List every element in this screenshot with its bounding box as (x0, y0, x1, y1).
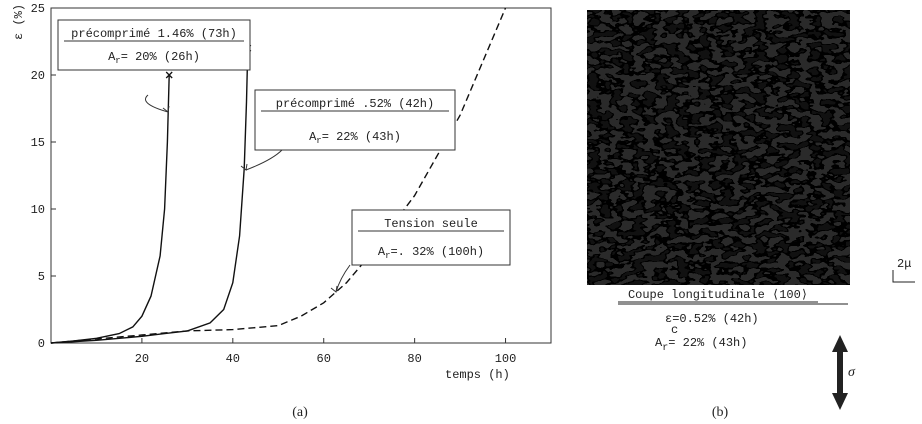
y-axis-label: ε (%) (12, 4, 26, 40)
subscript: r (385, 251, 390, 261)
x-tick-label: 40 (226, 352, 240, 366)
annotation-title: précomprimé .52% (42h) (276, 97, 434, 111)
text: = 20% (26h) (121, 50, 200, 64)
symbol: A (655, 336, 663, 350)
arrow-head (162, 105, 170, 113)
y-tick-label: 10 (31, 203, 45, 217)
annotation-title: Tension seule (384, 217, 478, 231)
symbol: A (108, 50, 116, 64)
series-line (50, 74, 170, 344)
annotation-box (254, 89, 456, 151)
annotation-box (57, 19, 251, 71)
symbol: A (309, 130, 317, 144)
symbol: A (378, 245, 386, 259)
annotation-value: Ar= 20% (26h) (108, 50, 200, 66)
micrograph-texture (587, 10, 850, 285)
y-tick-label: 5 (38, 270, 45, 284)
x-tick-label: 100 (495, 352, 517, 366)
text: =0.52% (42h) (672, 312, 758, 326)
x-tick-label: 60 (317, 352, 331, 366)
scale-bar (892, 270, 915, 283)
text: =. 32% (100h) (390, 245, 484, 259)
x-tick-label: 20 (135, 352, 149, 366)
y-tick-label: 20 (31, 69, 45, 83)
x-axis-label: temps (h) (445, 368, 510, 382)
area-label: Ar= 22% (43h) (655, 336, 747, 354)
stress-label: σ (848, 365, 856, 380)
annotation-arrow (335, 264, 351, 293)
y-tick-label: 25 (31, 2, 45, 16)
subscript: r (115, 56, 120, 66)
symbol: ε (665, 312, 672, 326)
stress-arrow (832, 335, 848, 410)
annotation-value: Ar=. 32% (100h) (378, 245, 484, 261)
subscript: r (662, 343, 668, 354)
annotation-value: Ar= 22% (43h) (309, 130, 401, 146)
scale-label: 2μ (897, 257, 911, 271)
x-tick-label: 80 (407, 352, 421, 366)
text: = 22% (43h) (668, 336, 747, 350)
annotation-arrow (245, 149, 283, 171)
annotation-arrow (145, 94, 169, 113)
panel-label: (a) (292, 405, 308, 420)
caption: Coupe longitudinale ⟨100⟩ (628, 288, 808, 302)
series-line (50, 48, 249, 344)
arrow-head (240, 163, 248, 171)
annotation-box (351, 209, 511, 266)
plot-frame (50, 7, 552, 344)
panel-label: (b) (712, 405, 729, 420)
series-line (50, 7, 507, 344)
subscript: c (671, 323, 678, 337)
strain-label: ε=0.52% (42h) (665, 312, 759, 326)
end-marker (165, 71, 173, 79)
subscript: r (316, 136, 321, 146)
text: = 22% (43h) (322, 130, 401, 144)
arrow-head (330, 285, 338, 293)
y-tick-label: 0 (38, 337, 45, 351)
annotation-title: précomprimé 1.46% (73h) (71, 27, 237, 41)
y-tick-label: 15 (31, 136, 45, 150)
